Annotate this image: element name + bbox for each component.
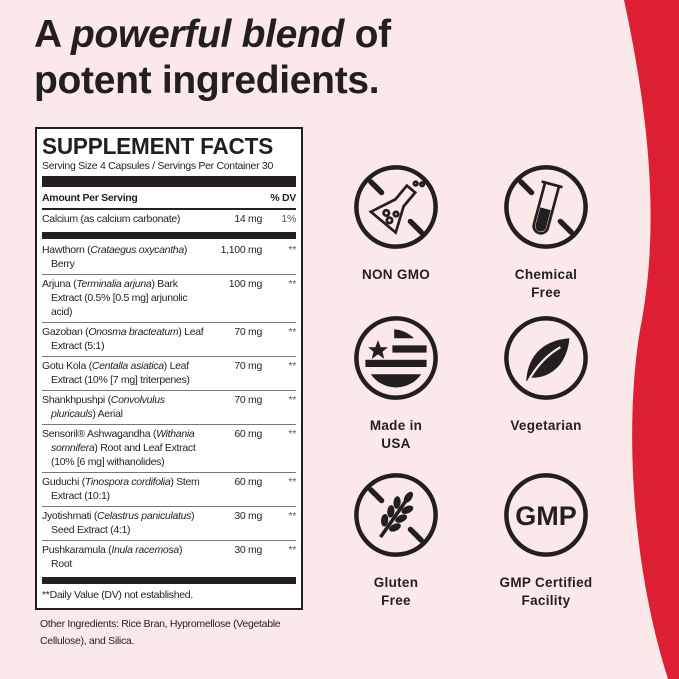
- usa-flag-icon: [354, 316, 438, 400]
- no-flask-icon: [354, 165, 438, 249]
- badge-label: Gluten Free: [373, 575, 419, 608]
- no-wheat-icon: [354, 473, 438, 557]
- facts-row-calcium: Calcium (as calcium carbonate) 14 mg 1%: [42, 213, 296, 225]
- footnote: **Daily Value (DV) not established.: [42, 589, 193, 601]
- badge-no-test-tube: Chemical Free: [476, 162, 616, 302]
- badge-gmp: GMP GMP Certified Facility: [476, 470, 616, 610]
- badge-no-flask: NON GMO: [326, 162, 466, 284]
- other-ingredients: Other Ingredients: Rice Bran, Hypromello…: [40, 618, 281, 647]
- gmp-icon: GMP: [504, 473, 588, 557]
- badge-label: Made in USA: [369, 418, 423, 451]
- badge-leaf: Vegetarian: [476, 313, 616, 435]
- badge-label: Vegetarian: [510, 418, 582, 433]
- serving-info: Serving Size 4 Capsules / Servings Per C…: [42, 160, 273, 172]
- facts-row: Guduchi (Tinospora cordifolia) Stem Extr…: [42, 473, 296, 507]
- badge-label: Chemical Free: [514, 267, 578, 300]
- gmp-text: GMP: [515, 501, 577, 531]
- divider: [42, 232, 296, 239]
- facts-row: Shankhpushpi (Convolvulus pluricauls) Ae…: [42, 391, 296, 425]
- leaf-icon: [504, 316, 588, 400]
- facts-row: Jyotishmati (Celastrus paniculatus) Seed…: [42, 507, 296, 541]
- facts-row: Arjuna (Terminalia arjuna) Bark Extract …: [42, 275, 296, 323]
- badge-usa-flag: Made in USA: [326, 313, 466, 453]
- facts-title: SUPPLEMENT FACTS: [42, 133, 274, 159]
- facts-row: Pushkaramula (Inula racemosa) Root 30 mg *…: [42, 544, 296, 570]
- facts-row: Sensoril® Ashwagandha (Withania somnifer…: [42, 425, 296, 473]
- no-test-tube-icon: [504, 165, 588, 249]
- facts-row: Hawthorn (Crataegus oxycantha) Berry 1,10…: [42, 241, 296, 275]
- facts-row: Gazoban (Onosma bracteatum) Leaf Extract…: [42, 323, 296, 357]
- facts-row: Gotu Kola (Centalla asiatica) Leaf Extra…: [42, 357, 296, 391]
- facts-header: Amount Per Serving % DV: [42, 189, 296, 210]
- badge-label: GMP Certified Facility: [499, 575, 593, 608]
- supplement-facts-panel: SUPPLEMENT FACTS Serving Size 4 Capsules…: [35, 127, 303, 610]
- badge-no-wheat: Gluten Free: [326, 470, 466, 610]
- headline: A powerful blend of potent ingredients.: [34, 13, 391, 102]
- badge-label: NON GMO: [361, 267, 431, 282]
- divider: [42, 176, 296, 187]
- divider: [42, 577, 296, 584]
